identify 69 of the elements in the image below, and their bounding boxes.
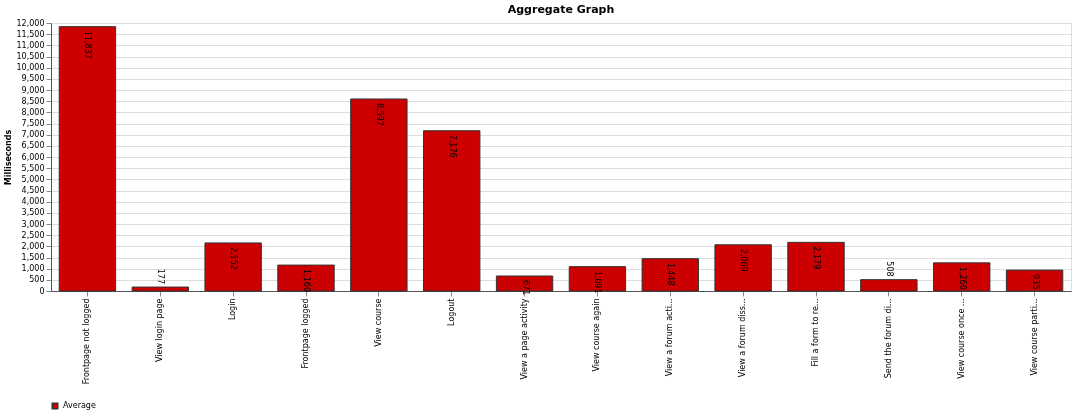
y-tick-label: 7,500 [21, 119, 45, 128]
y-tick-label: 10,500 [16, 52, 45, 61]
y-tick-label: 10,000 [16, 63, 45, 73]
y-tick-label: 8,000 [21, 107, 45, 117]
x-tick-label: View course once ... [956, 298, 966, 379]
text: 2,152 [229, 246, 239, 270]
y-tick-label: 2,000 [21, 241, 45, 251]
text: 2,069 [739, 248, 749, 272]
y-tick-label: 3,500 [21, 208, 45, 218]
text: 671 [520, 280, 530, 296]
text: 1,160 [302, 269, 311, 292]
bar [1005, 269, 1064, 292]
y-tick-label: 7,000 [21, 130, 45, 140]
bar [860, 279, 918, 292]
y-tick-label: 11,000 [16, 40, 45, 50]
y-tick-label: 2,500 [21, 230, 45, 240]
y-tick-label: 9,000 [21, 85, 45, 95]
bar [714, 244, 772, 292]
bar [423, 130, 481, 292]
y-tick-label: 3,000 [21, 219, 45, 229]
x-tick-label: View login page [155, 298, 165, 363]
y-tick-label: 6,500 [21, 141, 45, 151]
text: 508 [884, 261, 894, 277]
x-tick-label: Logout [446, 298, 456, 326]
y-tick-label: 11,500 [16, 29, 45, 39]
x-tick-label: Fill a form to re... [811, 298, 820, 367]
x-tick-label: View a forum acti... [665, 298, 675, 377]
y-tick-label: 8,500 [21, 96, 45, 106]
x-tick-label: Frontpage logged [301, 298, 310, 369]
y-tick-label: 5,000 [21, 174, 45, 184]
x-tick-label: View course parti... [1029, 298, 1039, 376]
y-tick-label: 1,000 [21, 264, 45, 274]
y-tick-label: 9,500 [21, 74, 45, 84]
bar [58, 26, 117, 292]
bar [933, 262, 991, 292]
x-tick-label: View a page activity [519, 298, 529, 380]
text: 1,091 [593, 270, 603, 294]
y-tick-label: 12,000 [16, 18, 45, 28]
y-tick-label: 6,000 [21, 152, 45, 162]
text: 8,597 [374, 103, 384, 126]
chart-title: Aggregate Graph [507, 3, 615, 16]
x-tick-label: Frontpage not logged [82, 298, 92, 385]
x-tick-label: View course [373, 298, 383, 347]
bar [131, 286, 189, 292]
legend-label: Average [63, 401, 96, 410]
bar [350, 98, 408, 292]
text: 2,179 [812, 246, 821, 270]
y-tick-label: 4,000 [21, 197, 45, 207]
x-tick-label: View course again [592, 298, 602, 372]
text: 935 [1030, 274, 1040, 290]
y-tick-label: 4,500 [21, 186, 45, 195]
bar [204, 242, 262, 292]
y-tick-label: 1,500 [21, 253, 45, 262]
y-tick-label: 5,500 [21, 163, 45, 173]
bar [277, 264, 335, 292]
x-tick-label: Login [228, 298, 238, 321]
bar [787, 241, 845, 292]
text: 7,176 [447, 134, 457, 158]
text: 1,260 [957, 266, 967, 290]
text: 1,448 [666, 262, 676, 286]
x-tick-label: View a forum diss... [738, 298, 748, 378]
y-axis-title: Milliseconds [3, 129, 13, 186]
bar [568, 266, 627, 292]
text: 11,837 [83, 30, 93, 59]
x-tick-label: Send the forum di... [883, 298, 893, 379]
bar [641, 258, 699, 292]
y-tick-label: 0 [39, 286, 45, 296]
y-tick-label: 500 [29, 275, 45, 285]
text: 177 [156, 268, 166, 285]
